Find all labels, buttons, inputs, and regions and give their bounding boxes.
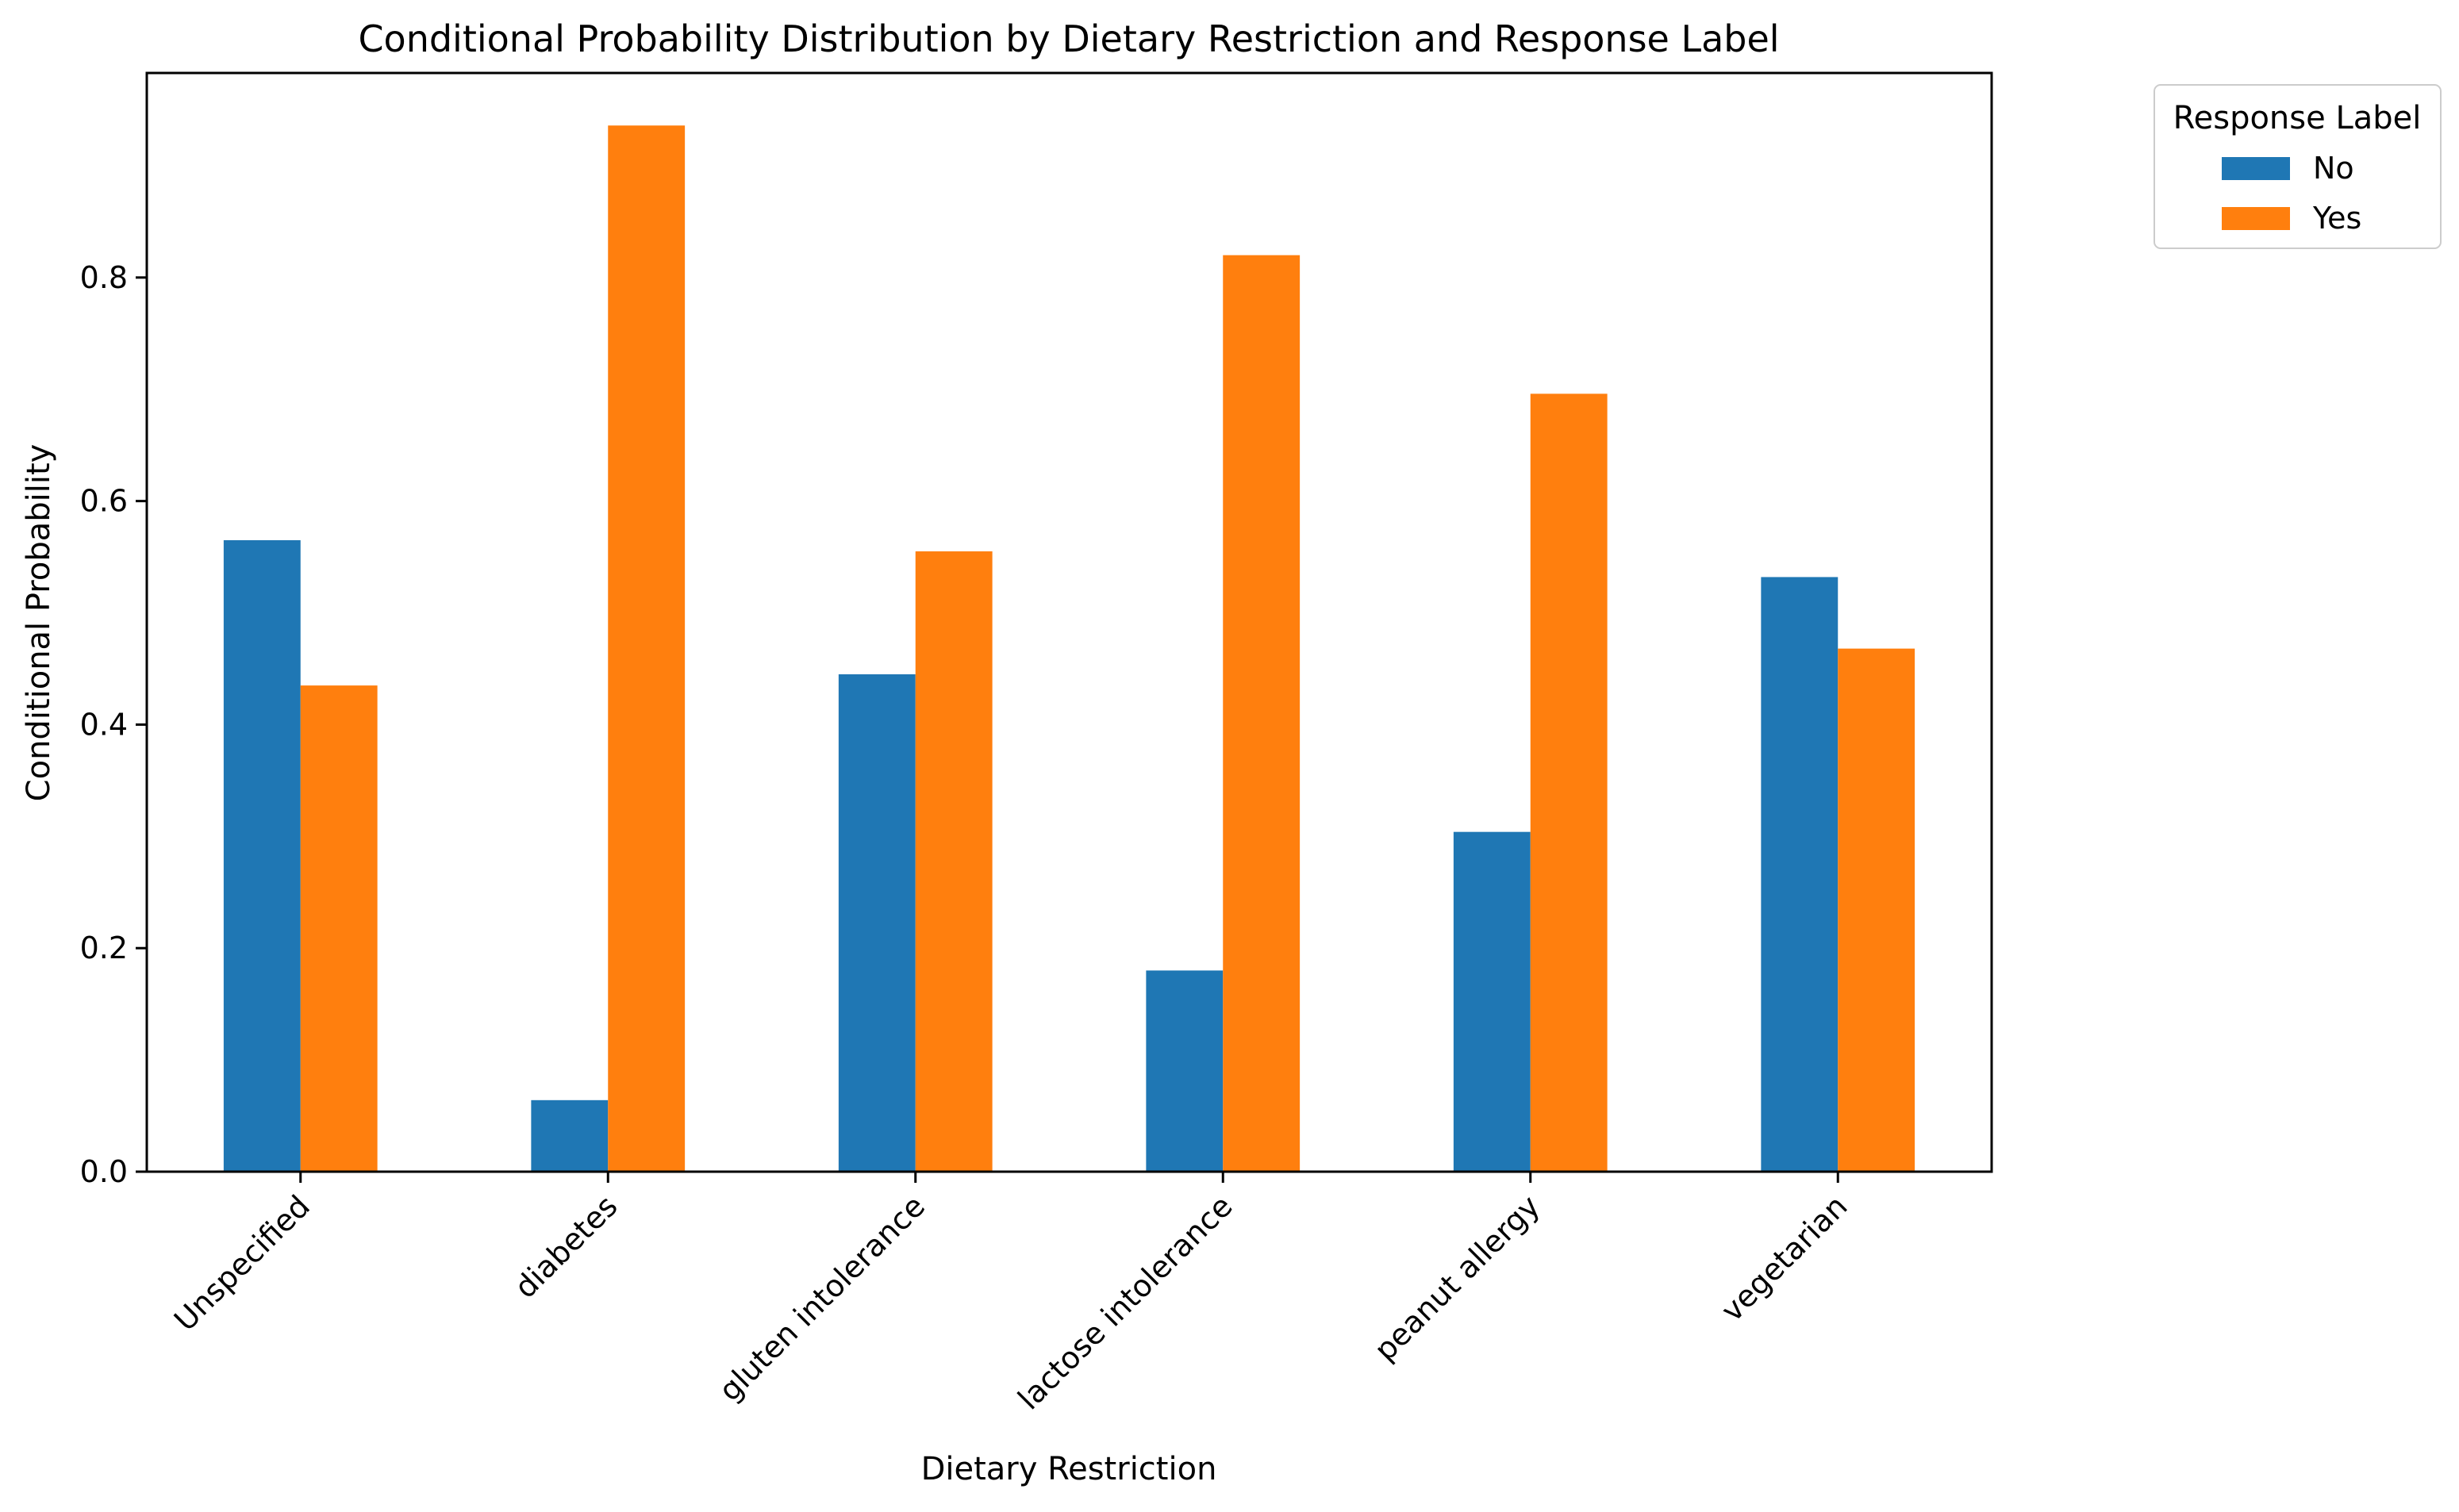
- x-tick-label: peanut allergy: [1367, 1188, 1546, 1368]
- bar-yes-4: [1530, 393, 1608, 1172]
- bar-yes-1: [608, 125, 686, 1172]
- bar-no-2: [838, 674, 916, 1172]
- legend-swatch-no: [2222, 157, 2290, 180]
- bar-no-5: [1761, 577, 1838, 1172]
- bar-no-4: [1453, 831, 1531, 1172]
- bar-yes-5: [1838, 648, 1915, 1172]
- legend-items: No Yes: [2222, 151, 2361, 236]
- y-axis-label: Conditional Probability: [21, 444, 57, 802]
- legend: Response Label No Yes: [2154, 84, 2442, 249]
- legend-label-yes: Yes: [2312, 201, 2361, 236]
- x-tick-label: vegetarian: [1714, 1188, 1854, 1328]
- bar-yes-2: [915, 551, 993, 1172]
- legend-label-no: No: [2313, 151, 2354, 186]
- y-tick-label: 0.6: [80, 484, 128, 519]
- bar-yes-3: [1223, 255, 1301, 1172]
- chart-title: Conditional Probability Distribution by …: [358, 17, 1779, 60]
- x-tick-label: lactose intolerance: [1011, 1188, 1239, 1416]
- y-tick-label: 0.4: [80, 707, 128, 742]
- bar-no-1: [531, 1099, 609, 1172]
- y-axis: 0.0 0.2 0.4 0.6 0.8: [80, 260, 147, 1189]
- x-tick-label: diabetes: [508, 1188, 624, 1305]
- bar-yes-0: [300, 685, 378, 1172]
- bars: [223, 125, 1915, 1172]
- x-axis-label: Dietary Restriction: [921, 1451, 1217, 1487]
- x-axis: Unspecified diabetes gluten intolerance lac…: [167, 1172, 1854, 1416]
- y-tick-label: 0.0: [80, 1154, 128, 1189]
- x-tick-label: Unspecified: [167, 1188, 317, 1337]
- y-tick-label: 0.8: [80, 260, 128, 295]
- x-tick-label: gluten intolerance: [712, 1188, 932, 1408]
- plot-frame: [145, 71, 1993, 1173]
- legend-title: Response Label: [2173, 100, 2422, 136]
- y-tick-label: 0.2: [80, 931, 128, 965]
- bar-no-3: [1146, 970, 1224, 1172]
- bar-no-0: [223, 539, 301, 1172]
- legend-swatch-yes: [2222, 207, 2290, 230]
